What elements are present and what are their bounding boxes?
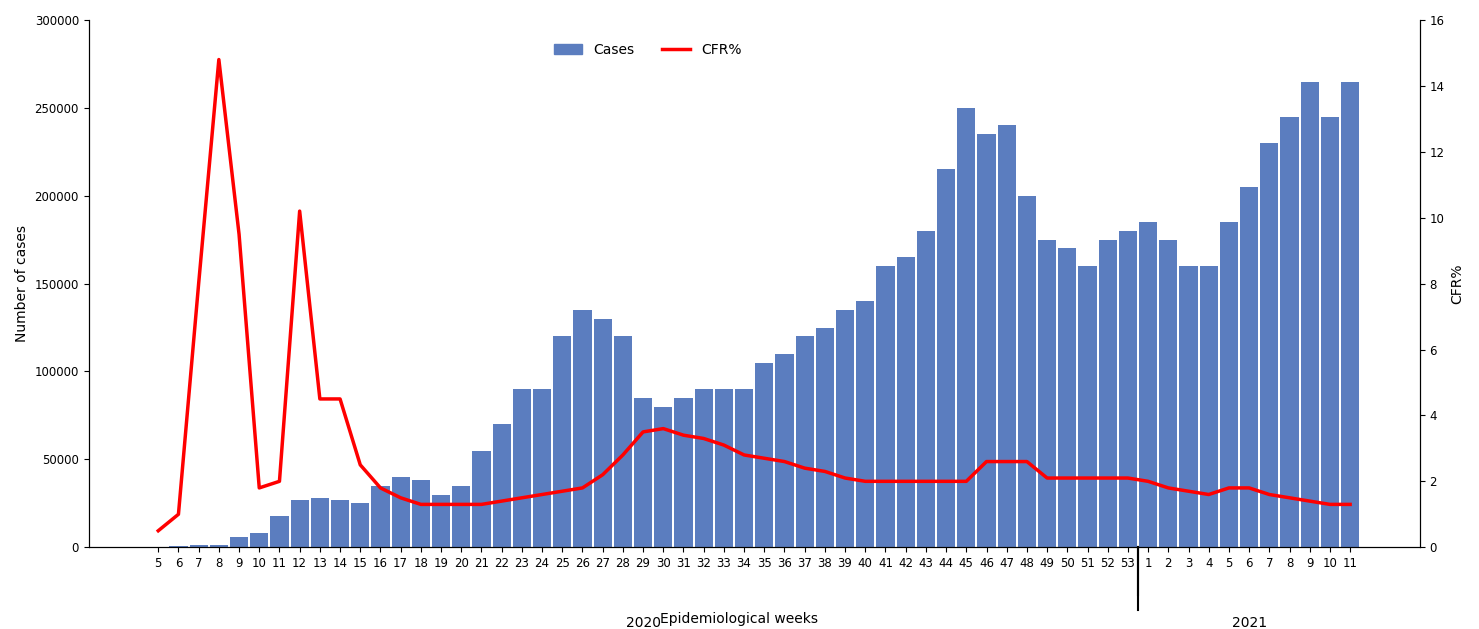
Bar — [311, 498, 328, 547]
Y-axis label: Number of cases: Number of cases — [15, 225, 30, 342]
Bar — [351, 503, 370, 547]
Bar — [998, 125, 1016, 547]
Bar — [1220, 222, 1238, 547]
Legend: Cases, CFR%: Cases, CFR% — [549, 38, 747, 63]
Bar — [472, 450, 491, 547]
Y-axis label: CFR%: CFR% — [1449, 264, 1464, 304]
Bar — [593, 319, 612, 547]
Bar — [210, 545, 228, 547]
Bar — [432, 494, 450, 547]
Bar — [371, 486, 389, 547]
Bar — [513, 389, 531, 547]
Bar — [654, 406, 673, 547]
Bar — [553, 337, 571, 547]
Bar — [1341, 82, 1359, 547]
Bar — [532, 389, 552, 547]
Bar — [1139, 222, 1157, 547]
Bar — [735, 389, 753, 547]
Text: 2020: 2020 — [626, 616, 661, 629]
Bar — [229, 537, 248, 547]
Bar — [189, 545, 207, 547]
Bar — [453, 486, 470, 547]
Bar — [816, 328, 834, 547]
Bar — [574, 310, 592, 547]
Bar — [1099, 240, 1117, 547]
Bar — [856, 301, 874, 547]
Bar — [756, 363, 774, 547]
Bar — [614, 337, 632, 547]
Bar — [1078, 266, 1096, 547]
Bar — [331, 500, 349, 547]
Text: Epidemiological weeks: Epidemiological weeks — [661, 612, 818, 626]
Bar — [1018, 196, 1035, 547]
Bar — [896, 257, 916, 547]
Bar — [1321, 116, 1338, 547]
Bar — [877, 266, 895, 547]
Bar — [250, 533, 268, 547]
Bar — [836, 310, 855, 547]
Bar — [695, 389, 713, 547]
Text: 2021: 2021 — [1232, 616, 1266, 629]
Bar — [1179, 266, 1198, 547]
Bar — [1260, 143, 1278, 547]
Bar — [392, 477, 410, 547]
Bar — [411, 481, 430, 547]
Bar — [1160, 240, 1177, 547]
Bar — [938, 169, 955, 547]
Bar — [1057, 248, 1077, 547]
Bar — [1199, 266, 1217, 547]
Bar — [493, 424, 510, 547]
Bar — [271, 516, 288, 547]
Bar — [674, 398, 692, 547]
Bar — [978, 134, 995, 547]
Bar — [775, 354, 794, 547]
Bar — [957, 108, 975, 547]
Bar — [714, 389, 734, 547]
Bar — [1038, 240, 1056, 547]
Bar — [634, 398, 652, 547]
Bar — [1300, 82, 1319, 547]
Bar — [1281, 116, 1299, 547]
Bar — [917, 231, 935, 547]
Bar — [796, 337, 813, 547]
Bar — [1239, 187, 1259, 547]
Bar — [1118, 231, 1137, 547]
Bar — [290, 500, 309, 547]
